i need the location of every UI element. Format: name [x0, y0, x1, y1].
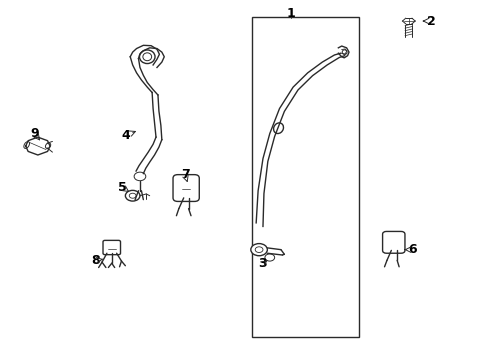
Ellipse shape: [139, 50, 155, 64]
FancyBboxPatch shape: [173, 175, 199, 202]
Ellipse shape: [342, 50, 346, 54]
Text: 6: 6: [407, 243, 416, 256]
Ellipse shape: [142, 53, 151, 61]
Text: 8: 8: [91, 254, 100, 267]
Bar: [251, 18, 358, 337]
FancyBboxPatch shape: [103, 240, 120, 255]
Text: 2: 2: [427, 14, 435, 27]
Ellipse shape: [45, 143, 51, 148]
Text: 4: 4: [121, 129, 129, 142]
Text: 7: 7: [181, 168, 189, 181]
Text: 1: 1: [286, 8, 294, 21]
Circle shape: [264, 254, 274, 261]
Text: 5: 5: [117, 181, 126, 194]
Circle shape: [129, 193, 136, 198]
Text: 3: 3: [258, 257, 266, 270]
Ellipse shape: [273, 123, 283, 134]
Polygon shape: [26, 137, 50, 155]
Circle shape: [125, 190, 140, 201]
Text: 9: 9: [30, 127, 39, 140]
Circle shape: [255, 247, 263, 252]
Circle shape: [134, 172, 145, 181]
Ellipse shape: [24, 141, 29, 148]
FancyBboxPatch shape: [382, 231, 404, 253]
Circle shape: [250, 244, 267, 256]
